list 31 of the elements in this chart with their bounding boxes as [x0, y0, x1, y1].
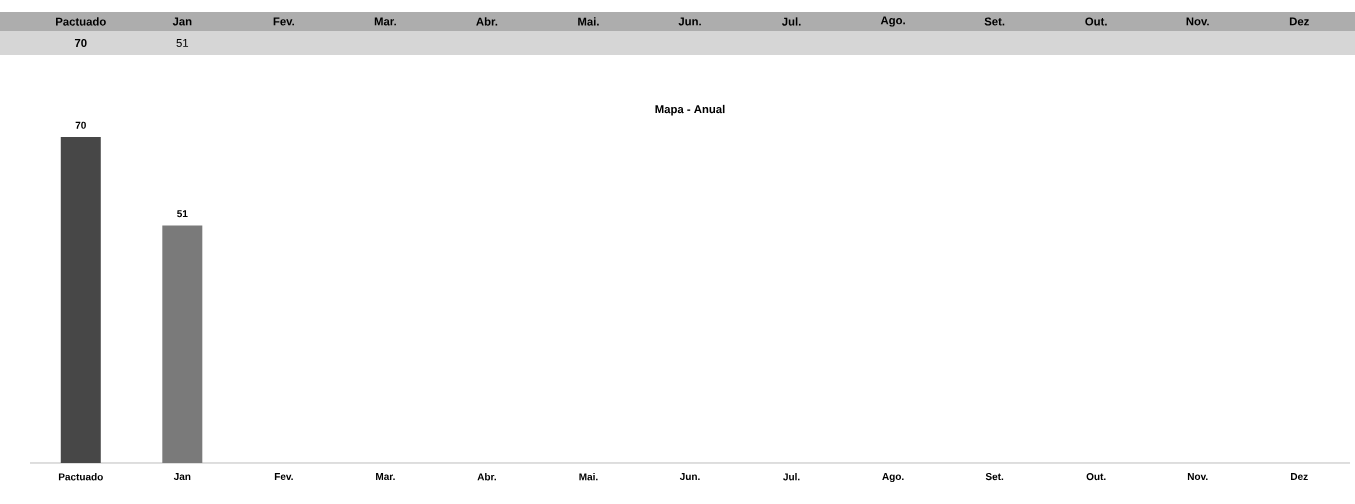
x-tick-label: Out. — [1086, 473, 1106, 481]
x-tick-label: Fev. — [274, 473, 293, 481]
category-label: Jul. — [781, 17, 801, 26]
x-tick-label: Jun. — [679, 473, 700, 481]
category-label: Dez — [1289, 17, 1309, 26]
x-tick-label: Ago. — [882, 473, 904, 483]
category-label: Jun. — [678, 17, 701, 26]
x-tick-label: Mai. — [579, 473, 598, 481]
x-tick-label: Nov. — [1187, 473, 1208, 481]
category-label: Ago. — [880, 16, 905, 27]
category-label: Out. — [1085, 17, 1107, 26]
text: 70 — [75, 121, 86, 129]
category-label: Jan — [172, 17, 192, 26]
x-tick-label: Dez — [1291, 473, 1308, 481]
x-tick-label: Set. — [985, 473, 1004, 481]
category-label: Fev. — [273, 17, 294, 26]
text: 51 — [177, 210, 188, 218]
x-tick-label: Jul. — [783, 473, 800, 481]
category-label: Mai. — [578, 17, 599, 26]
x-tick-label: Abr. — [477, 473, 496, 481]
x-tick-label: Pactuado — [58, 473, 103, 481]
category-label: Mar. — [374, 17, 396, 26]
chart-title: Mapa - Anual — [655, 104, 725, 116]
category-label: Pactuado — [56, 17, 106, 26]
category-label: Set. — [984, 17, 1005, 26]
category-label: Abr. — [476, 17, 498, 26]
data-label: 51 — [176, 39, 189, 47]
data-label: 70 — [74, 38, 87, 47]
x-tick-label: Jan — [173, 473, 191, 481]
category-label: Nov. — [1186, 17, 1209, 26]
x-tick-label: Mar. — [376, 473, 395, 481]
